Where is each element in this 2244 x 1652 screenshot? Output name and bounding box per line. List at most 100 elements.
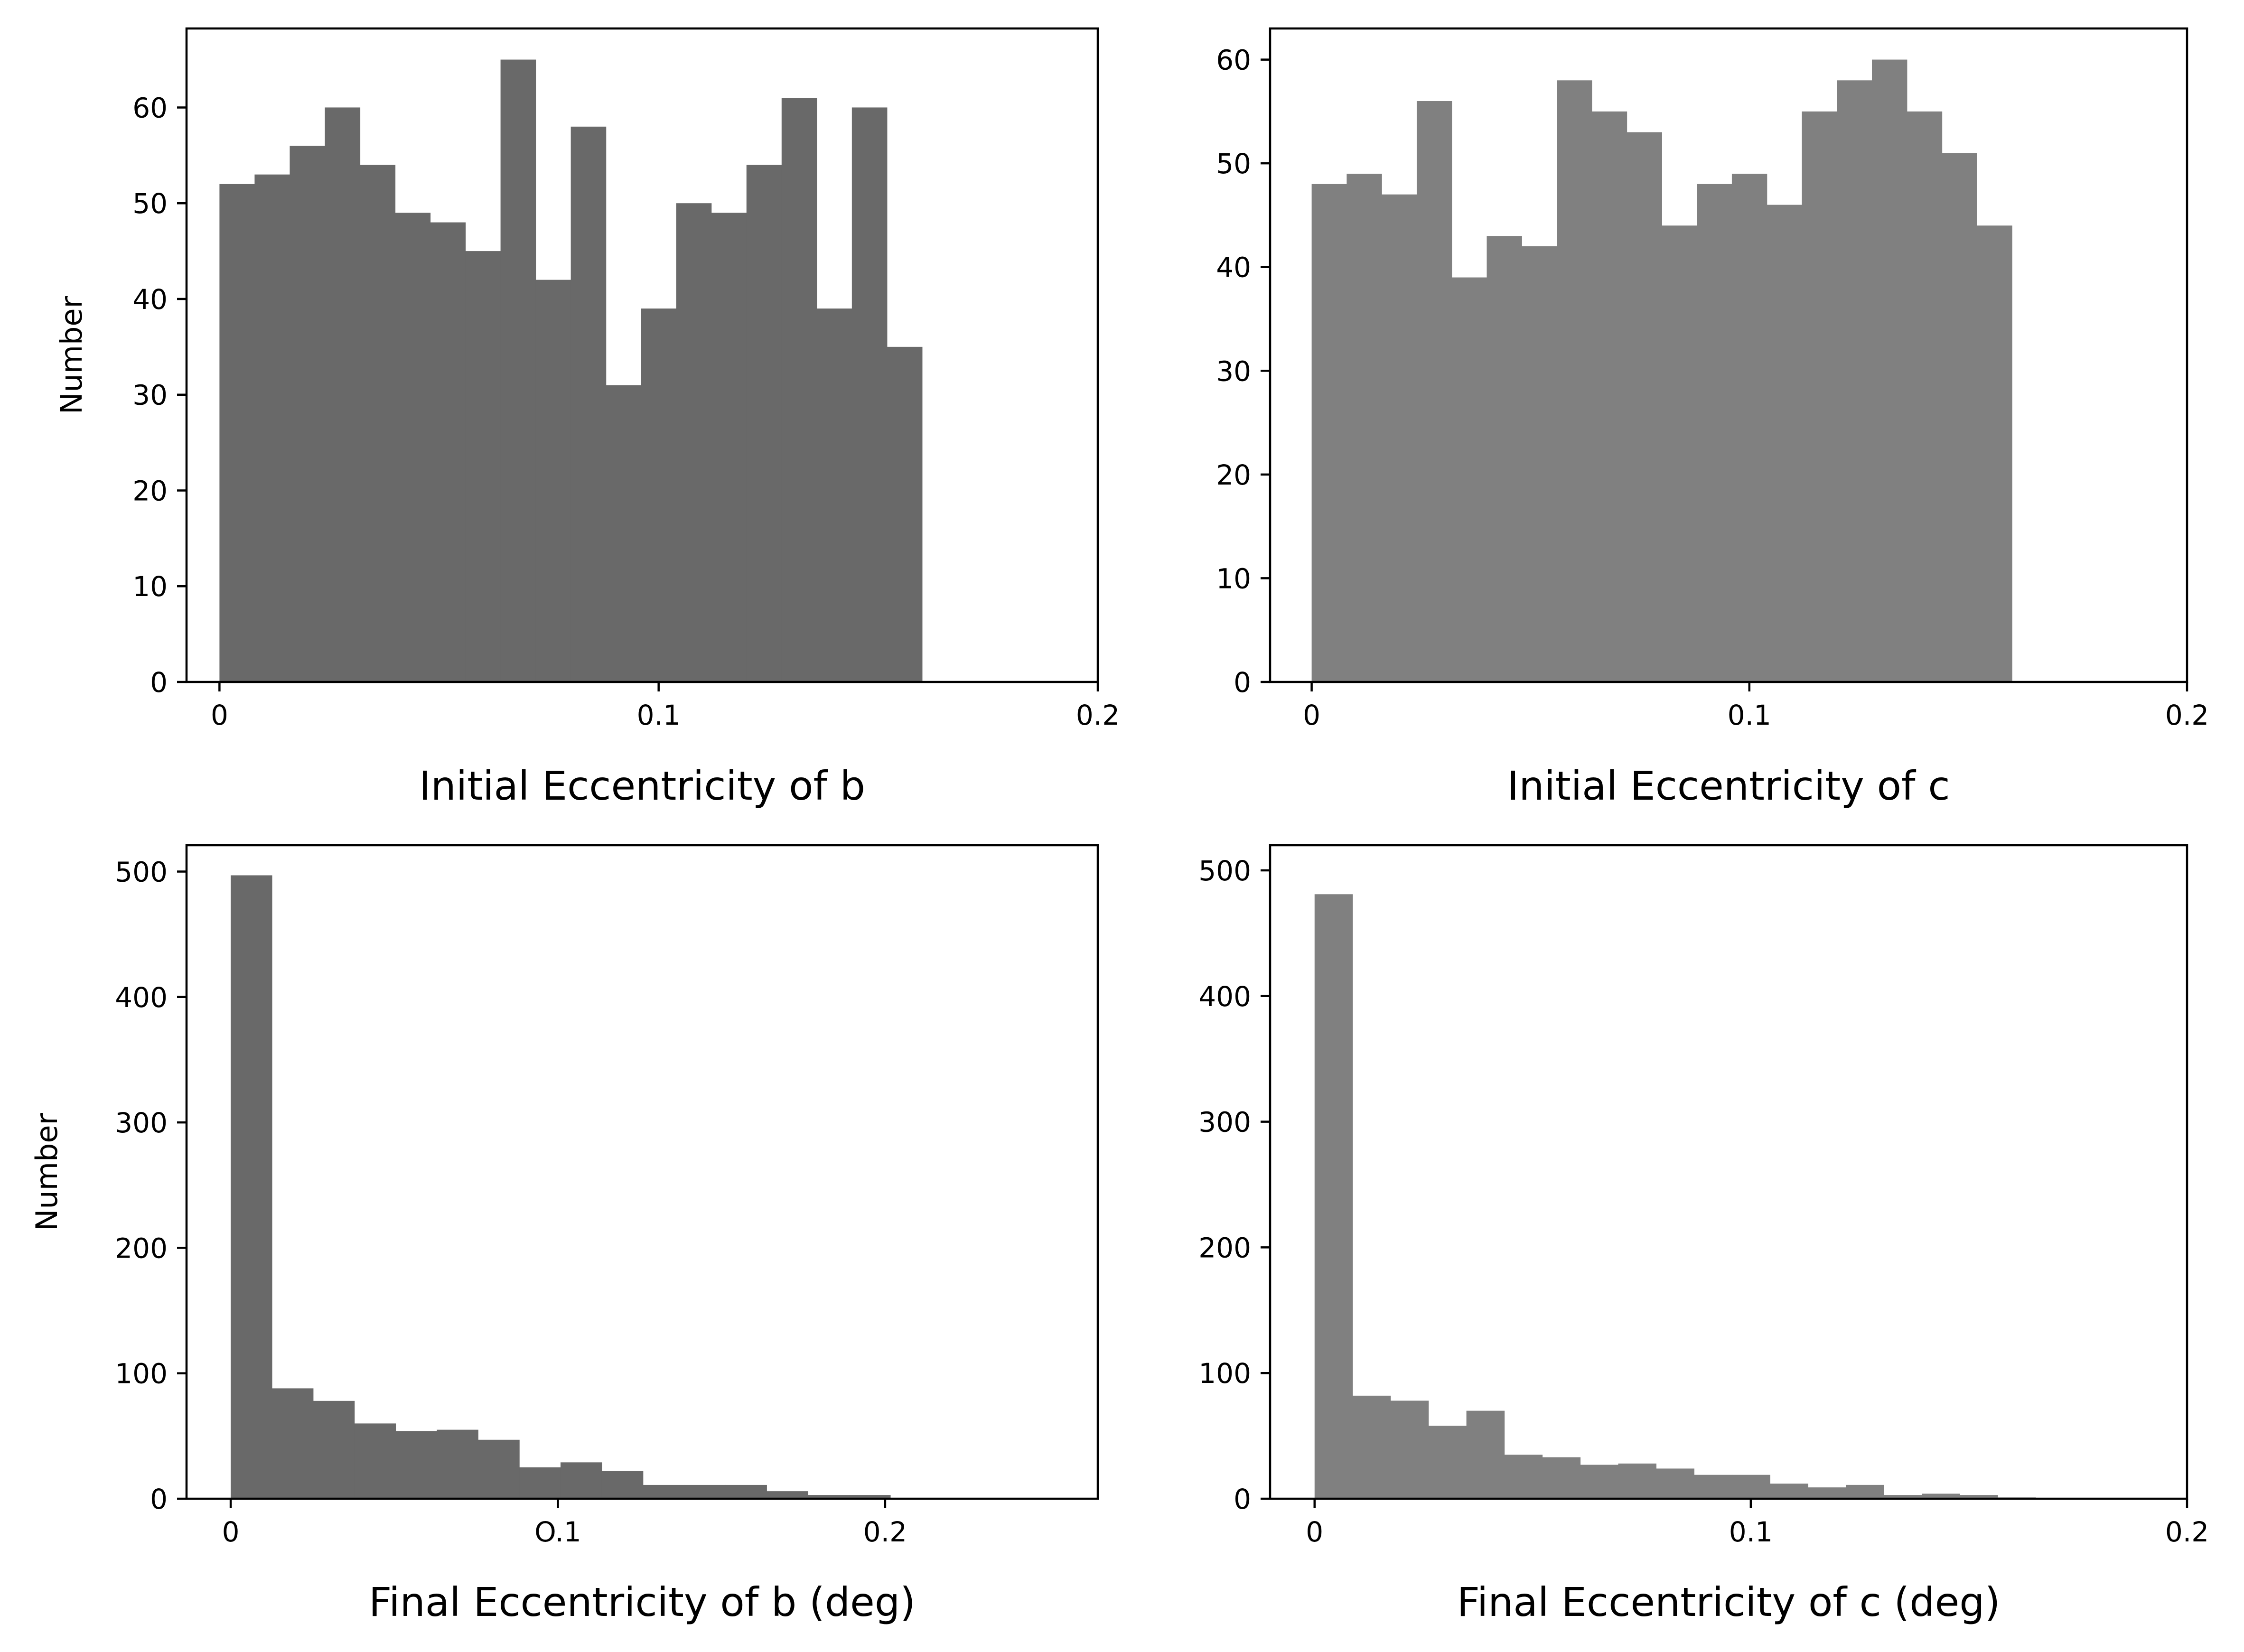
x-tick-label: 0 <box>211 699 228 731</box>
histogram-bar <box>1627 132 1662 682</box>
histogram-bar <box>1907 111 1943 682</box>
histogram-bar <box>437 1429 478 1499</box>
x-tick-label: 0 <box>222 1516 240 1548</box>
panel-final-ecc-c: 0 0.1 0.2 0 100 200 300 400 500 Final Eccentrici… <box>1198 844 2209 1625</box>
histogram-bar <box>360 165 396 682</box>
y-tick-label: 0 <box>1234 666 1251 699</box>
histogram-bar <box>725 1484 767 1499</box>
x-tick-label: 0.2 <box>1076 699 1120 731</box>
axes-frame <box>185 844 1099 1500</box>
histogram-bar <box>395 213 431 682</box>
histogram-bar <box>1662 225 1697 682</box>
histogram-bar <box>1390 1400 1429 1499</box>
y-tick-label: 60 <box>132 92 168 124</box>
histogram-bar <box>676 203 712 682</box>
y-tick-label: 300 <box>115 1107 168 1139</box>
x-axis-label: Initial Eccentricity of b <box>419 763 865 809</box>
y-tick-label: 40 <box>1216 252 1251 284</box>
panel-initial-ecc-b: 0 0.1 0.2 0 10 20 30 40 50 60 Initial Eccentricit… <box>54 27 1120 809</box>
y-tick-label: 300 <box>1198 1106 1251 1139</box>
histogram-bar <box>231 875 272 1499</box>
histogram-bar <box>808 1495 850 1499</box>
histogram-bar <box>1618 1463 1657 1499</box>
histogram-bars <box>231 875 891 1499</box>
histogram-bar <box>1542 1457 1581 1499</box>
histogram-bar <box>1942 153 1977 682</box>
y-tick-label: 50 <box>132 187 168 220</box>
histogram-bar <box>430 222 466 682</box>
histogram-bar <box>254 174 290 682</box>
y-tick-label: 0 <box>150 1483 168 1515</box>
y-tick-label: 20 <box>1216 459 1251 491</box>
histogram-bar <box>1808 1487 1846 1499</box>
histogram-bar <box>1346 174 1382 682</box>
y-tick-label: 200 <box>115 1232 168 1264</box>
y-tick-label: 50 <box>1216 148 1251 180</box>
x-tick-label: 0.1 <box>637 699 681 731</box>
x-tick-label: 0.1 <box>1729 1516 1773 1548</box>
histogram-bar <box>1504 1455 1543 1499</box>
histogram-bar <box>1416 101 1452 682</box>
y-tick-label: 100 <box>1198 1357 1251 1390</box>
histogram-bar <box>1770 1484 1808 1499</box>
histogram-bar <box>1557 80 1592 682</box>
histogram-bar <box>1846 1484 1884 1499</box>
histogram-bar <box>643 1484 685 1499</box>
histogram-bar <box>1522 246 1557 682</box>
histogram-bar <box>325 107 361 682</box>
y-tick-label: 30 <box>1216 355 1251 387</box>
histogram-bar <box>500 59 536 682</box>
histogram-bar <box>816 308 852 682</box>
histogram-bar <box>1767 205 1803 682</box>
histogram-bar <box>1382 194 1417 682</box>
y-tick-label: 400 <box>1198 980 1251 1013</box>
histogram-bar <box>1732 1475 1770 1499</box>
y-axis-label: Number <box>29 1112 64 1231</box>
y-tick-label: 60 <box>1216 44 1251 76</box>
panel-initial-ecc-c: 0 0.1 0.2 0 10 20 30 40 50 60 Initial Eccentricit… <box>1216 27 2209 809</box>
histogram-bar <box>1580 1465 1619 1499</box>
x-axis-label: Initial Eccentricity of c <box>1507 763 1950 809</box>
axis-ticks: 0 0.1 0.2 0 10 20 30 40 50 60 <box>1216 44 2209 731</box>
histogram-bar <box>519 1467 561 1499</box>
histogram-bar <box>290 146 326 682</box>
y-tick-label: 10 <box>132 570 168 603</box>
y-tick-label: 500 <box>1198 855 1251 887</box>
histogram-bar <box>1960 1495 1998 1499</box>
histogram-bar <box>560 1462 602 1499</box>
histogram-bar <box>1697 184 1732 682</box>
histogram-bar <box>684 1484 726 1499</box>
histogram-bar <box>1872 59 1907 682</box>
y-tick-label: 100 <box>115 1358 168 1390</box>
histogram-bar <box>887 346 923 682</box>
axis-ticks: 0 0.1 0.2 0 100 200 300 400 500 <box>1198 855 2209 1548</box>
y-tick-label: 10 <box>1216 562 1251 595</box>
histogram-bar <box>1451 277 1487 682</box>
histogram-bar <box>1311 184 1347 682</box>
x-axis-label: Final Eccentricity of b (deg) <box>369 1579 916 1625</box>
histogram-bar <box>219 184 255 682</box>
histogram-bar <box>1591 111 1627 682</box>
histogram-bar <box>1487 236 1522 682</box>
histogram-bar <box>1922 1493 1960 1499</box>
x-tick-label: 0.1 <box>1728 699 1771 731</box>
histogram-bar <box>1428 1426 1467 1499</box>
histogram-bar <box>851 107 888 682</box>
x-tick-label: 0.2 <box>2165 1516 2209 1548</box>
histogram-bar <box>767 1491 808 1499</box>
histogram-bar <box>601 1471 644 1499</box>
histogram-bar <box>271 1388 314 1499</box>
histogram-bar <box>465 251 501 682</box>
axes-frame <box>1269 844 2188 1500</box>
panel-final-ecc-b: 0 O.1 0.2 0 100 200 300 400 500 Final Eccentrici… <box>29 844 1099 1625</box>
histogram-bar <box>1352 1395 1391 1499</box>
y-tick-label: 200 <box>1198 1232 1251 1264</box>
histogram-bar <box>1731 174 1767 682</box>
histogram-bar <box>1314 894 1353 1499</box>
x-tick-label: 0 <box>1303 699 1320 731</box>
histogram-bar <box>1802 111 1837 682</box>
histogram-bar <box>1837 80 1872 682</box>
y-tick-label: 20 <box>132 475 168 507</box>
y-tick-label: 0 <box>1234 1483 1251 1515</box>
axis-ticks: 0 O.1 0.2 0 100 200 300 400 500 <box>115 856 907 1548</box>
